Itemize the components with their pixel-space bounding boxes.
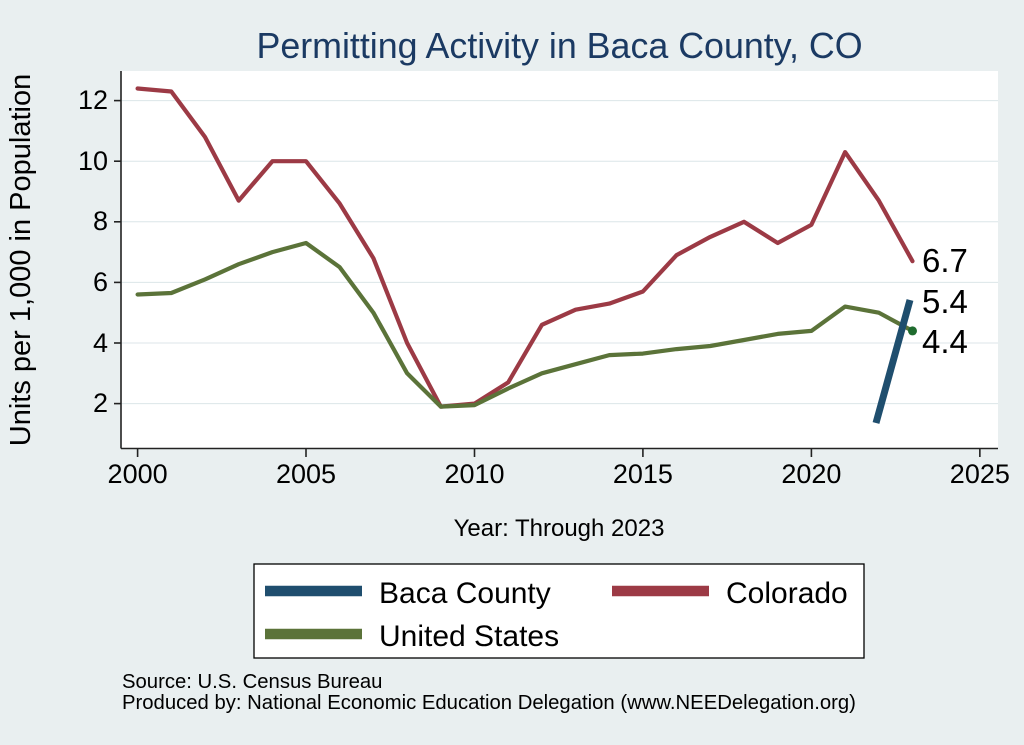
svg-text:2005: 2005 <box>276 459 336 489</box>
svg-text:10: 10 <box>78 146 108 176</box>
svg-text:Produced by: National Economic: Produced by: National Economic Education… <box>122 692 856 714</box>
svg-text:United States: United States <box>379 620 559 653</box>
svg-text:6.7: 6.7 <box>922 242 968 279</box>
svg-text:2: 2 <box>93 388 108 418</box>
svg-text:Baca County: Baca County <box>379 577 551 610</box>
svg-text:2010: 2010 <box>444 459 504 489</box>
svg-text:6: 6 <box>93 267 108 297</box>
svg-text:Units per 1,000 in Population: Units per 1,000 in Population <box>5 74 37 446</box>
svg-text:Year: Through 2023: Year: Through 2023 <box>454 515 665 542</box>
svg-text:2015: 2015 <box>613 459 673 489</box>
svg-text:Source: U.S. Census Bureau: Source: U.S. Census Bureau <box>122 671 382 693</box>
svg-text:12: 12 <box>78 85 108 115</box>
svg-text:8: 8 <box>93 206 108 236</box>
svg-text:2000: 2000 <box>108 459 168 489</box>
svg-text:4.4: 4.4 <box>922 323 968 360</box>
svg-text:2025: 2025 <box>950 459 1010 489</box>
svg-text:4: 4 <box>93 328 108 358</box>
svg-text:2020: 2020 <box>781 459 841 489</box>
svg-text:Colorado: Colorado <box>726 577 848 610</box>
svg-text:5.4: 5.4 <box>922 283 968 320</box>
